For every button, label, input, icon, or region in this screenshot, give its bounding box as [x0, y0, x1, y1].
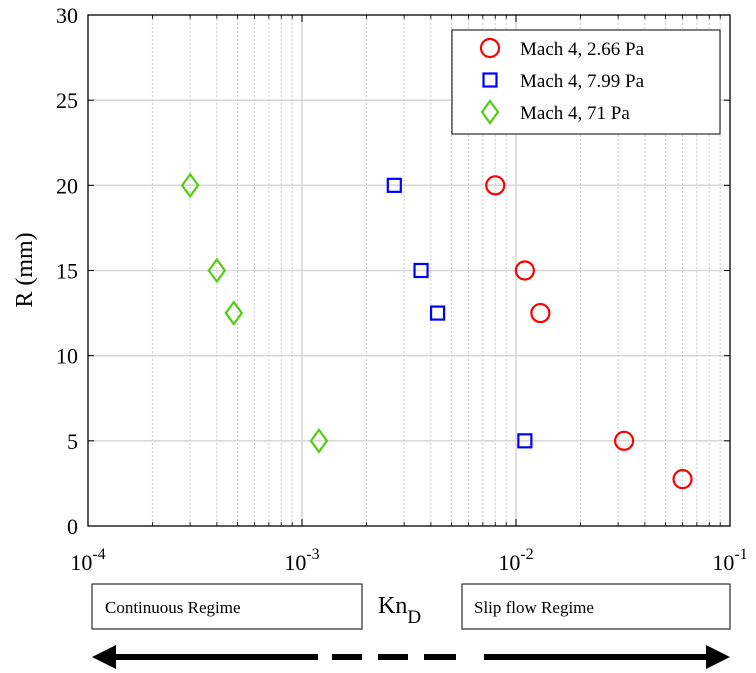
- slip-flow-regime-label: Slip flow Regime: [474, 598, 594, 617]
- y-tick-label: 20: [56, 173, 78, 198]
- x-axis-label: KnD: [378, 593, 421, 628]
- data-point-square: [429, 305, 446, 321]
- legend-label: Mach 4, 7.99 Pa: [520, 71, 645, 92]
- slip-flow-regime-box: [461, 583, 731, 630]
- x-tick-base: 10: [712, 550, 734, 575]
- data-point-circle: [530, 302, 551, 324]
- data-point-circle: [672, 469, 693, 490]
- y-axis-label: R (mm): [12, 232, 38, 307]
- x-tick-label: 10-1: [712, 546, 747, 575]
- data-point-square: [386, 177, 402, 193]
- x-tick-label: 10-2: [498, 546, 533, 575]
- arrow-head-left: [92, 645, 116, 669]
- y-tick-label: 25: [56, 88, 78, 113]
- x-tick-base: 10: [498, 550, 520, 575]
- x-tick-exponent: -1: [734, 546, 747, 563]
- continuous-regime-label: Continuous Regime: [105, 598, 241, 617]
- continuous-regime-box: [91, 583, 363, 630]
- data-point-diamond: [207, 257, 227, 284]
- series-1: [485, 175, 693, 490]
- legend-marker-circle: [479, 37, 501, 59]
- legend-label: Mach 4, 71 Pa: [520, 103, 630, 124]
- legend: Mach 4, 2.66 Pa Mach 4, 7.99 Pa Mach 4, 71…: [451, 29, 721, 135]
- x-tick-label: 10-4: [70, 546, 105, 575]
- data-point-diamond: [309, 427, 329, 454]
- data-markers: [180, 172, 693, 490]
- series-2: [386, 177, 533, 449]
- y-tick-labels: 0 5 10 15 20 25 30: [56, 3, 78, 539]
- data-point-circle: [514, 260, 535, 281]
- data-point-circle: [485, 175, 506, 196]
- x-tick-labels: 10-4 10-3 10-2 10-1: [70, 546, 747, 575]
- x-tick-exponent: -4: [92, 546, 105, 563]
- legend-marker-diamond: [480, 99, 500, 125]
- x-axis-label-subscript: D: [407, 607, 421, 628]
- data-point-circle: [614, 430, 635, 451]
- y-tick-label: 10: [56, 344, 78, 369]
- x-axis-label-base: Kn: [378, 593, 407, 619]
- arrow-head-right: [706, 645, 730, 669]
- data-point-square: [517, 433, 533, 449]
- legend-marker-square: [482, 72, 498, 88]
- y-tick-label: 30: [56, 3, 78, 28]
- y-tick-label: 15: [56, 259, 78, 284]
- plot-frame: [87, 14, 731, 527]
- y-tick-label: 5: [67, 429, 78, 454]
- y-tick-label: 0: [67, 514, 78, 539]
- data-point-diamond: [224, 300, 244, 326]
- x-tick-base: 10: [284, 550, 306, 575]
- data-point-diamond: [180, 172, 200, 199]
- series-3: [180, 172, 329, 454]
- x-tick-label: 10-3: [284, 546, 319, 575]
- x-tick-exponent: -2: [520, 546, 533, 563]
- data-point-square: [413, 262, 429, 279]
- x-tick-base: 10: [70, 550, 92, 575]
- x-tick-exponent: -3: [306, 546, 319, 563]
- legend-label: Mach 4, 2.66 Pa: [520, 39, 645, 60]
